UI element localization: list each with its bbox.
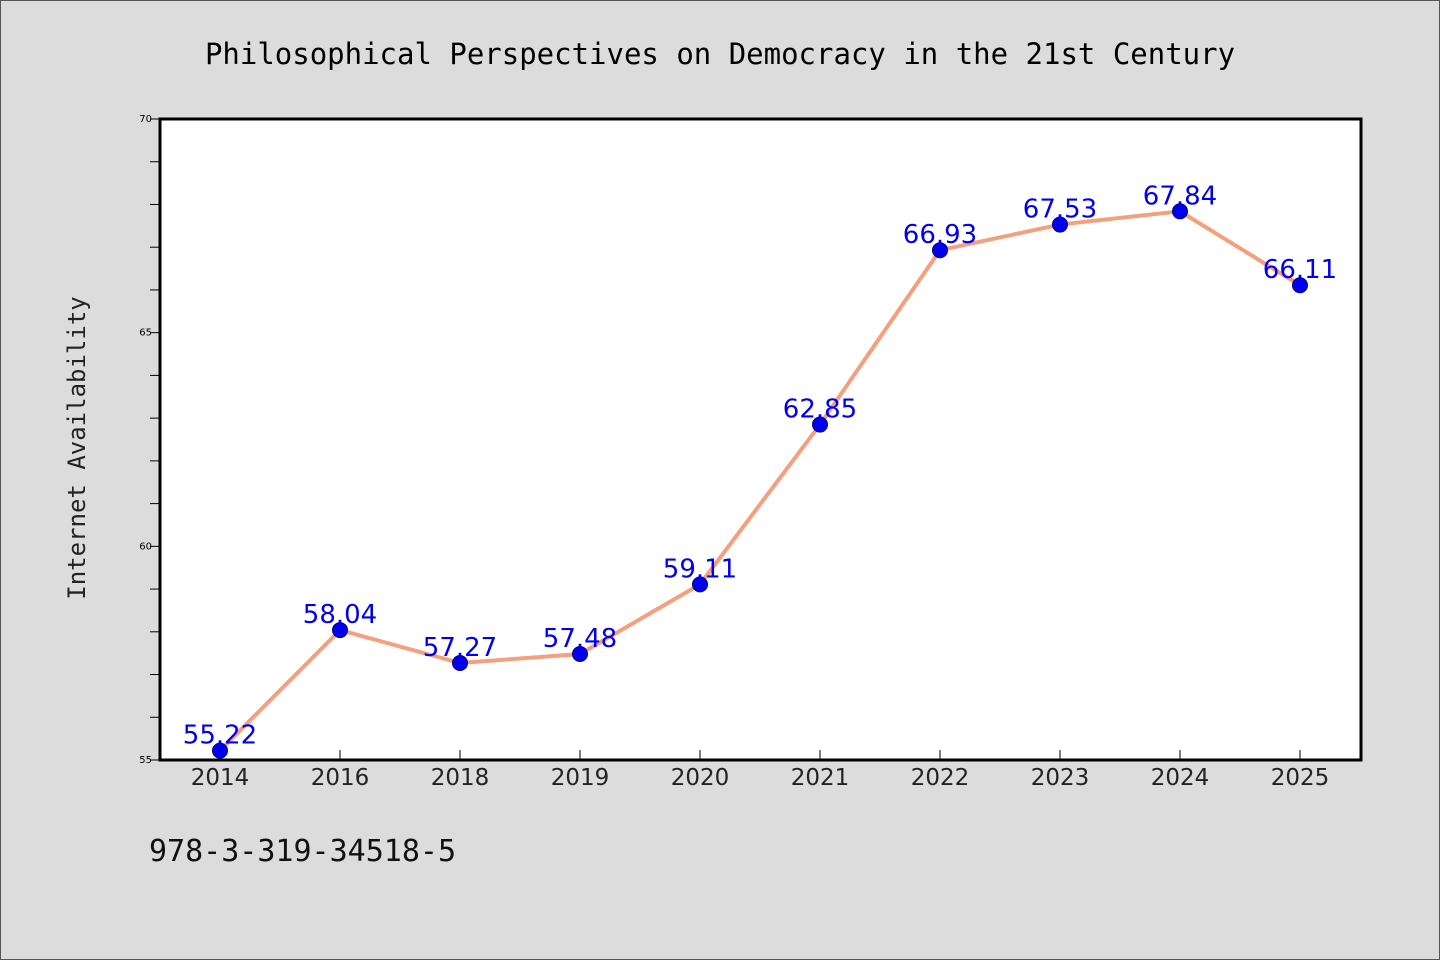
data-label: 66.93	[903, 220, 977, 250]
y-axis-label: Internet Availability	[63, 296, 91, 599]
data-label: 66.11	[1263, 255, 1337, 285]
y-axis-ticks: 55 60 65 70	[139, 114, 160, 766]
data-point	[1172, 203, 1188, 220]
x-axis-ticks: 2014 2016 2018 2019 2020 2021 2022 2023 2024 2025	[191, 750, 1330, 791]
x-tick-label: 2018	[431, 765, 490, 791]
series-layer	[212, 203, 1308, 759]
data-label: 62.85	[783, 395, 857, 425]
x-tick-label: 2020	[671, 765, 730, 791]
data-point	[1292, 277, 1308, 294]
data-label: 57.48	[543, 624, 617, 654]
y-tick-label: 65	[139, 328, 152, 339]
x-tick-label: 2016	[311, 765, 370, 791]
data-point	[692, 576, 708, 593]
data-point	[452, 654, 468, 671]
data-point	[812, 416, 828, 433]
x-tick-label: 2021	[791, 765, 850, 791]
series-line	[218, 209, 1302, 753]
x-tick-label: 2022	[911, 765, 970, 791]
data-labels-layer: 55.22 58.04 57.27 57.48 59.11 62.85 66.93 67.53…	[183, 181, 1337, 750]
plot-area	[158, 117, 1363, 762]
data-label: 67.53	[1023, 195, 1097, 225]
x-tick-label: 2019	[551, 765, 610, 791]
data-point	[212, 742, 228, 759]
data-point	[1052, 216, 1068, 233]
data-label: 59.11	[663, 554, 737, 584]
data-label: 55.22	[183, 721, 257, 751]
data-point	[932, 242, 948, 259]
y-tick-label: 55	[139, 755, 152, 766]
isbn-code: 978-3-319-34518-5	[149, 834, 457, 869]
data-point	[572, 646, 588, 663]
x-tick-label: 2024	[1151, 765, 1210, 791]
data-label: 57.27	[423, 633, 497, 663]
x-tick-label: 2014	[191, 765, 250, 791]
y-tick-label: 70	[139, 114, 152, 125]
x-tick-label: 2023	[1031, 765, 1090, 791]
data-point	[332, 622, 348, 639]
x-tick-label: 2025	[1271, 765, 1330, 791]
data-label: 67.84	[1143, 181, 1217, 211]
data-label: 58.04	[303, 600, 377, 630]
y-tick-label: 60	[139, 541, 152, 552]
chart-title: Philosophical Perspectives on Democracy …	[205, 37, 1235, 71]
